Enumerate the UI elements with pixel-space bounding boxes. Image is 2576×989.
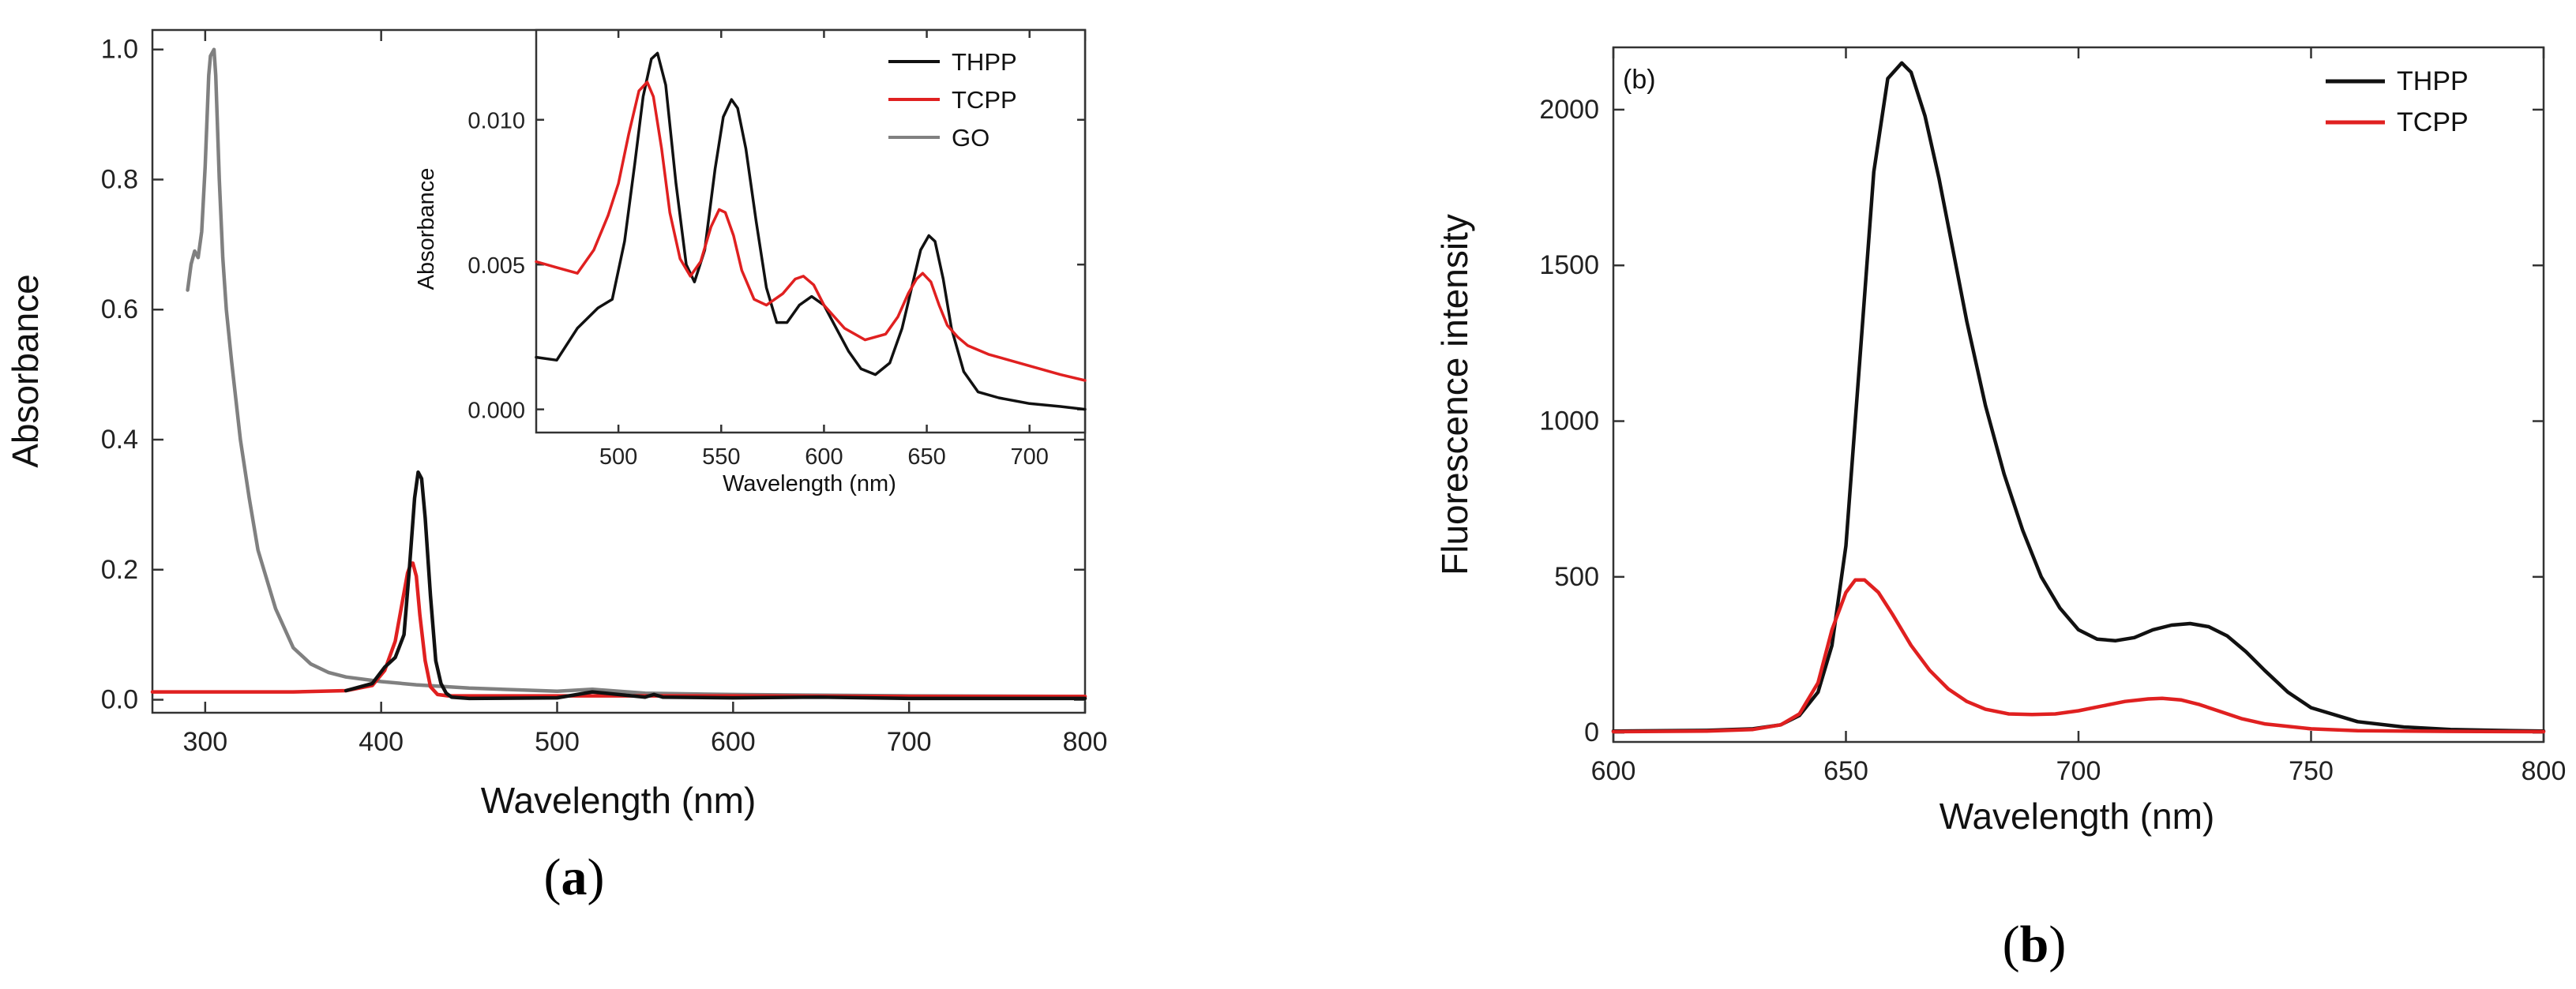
panel-b-legend: THPP TCPP [2326, 66, 2469, 137]
legend-label-go: GO [952, 124, 989, 152]
y-tick-label: 0.005 [468, 253, 525, 279]
panel-b-x-axis-title: Wavelength (nm) [1940, 796, 2215, 837]
series-line-tcpp [1611, 578, 2546, 734]
x-tick-label: 600 [711, 727, 756, 757]
x-tick-label: 650 [1823, 756, 1868, 786]
y-tick-label: 0.0 [101, 685, 138, 715]
y-tick-label: 0.6 [101, 294, 138, 324]
series-line-tcpp [150, 561, 1087, 699]
series-line-tcpp [535, 81, 1087, 382]
panel-a-inset: 500 550 600 650 700 0.000 0.005 0.010 Waveleng… [414, 28, 1087, 496]
x-tick-label: 300 [182, 727, 227, 757]
y-tick-label: 1.0 [101, 35, 138, 65]
caption-a-open: ( [544, 849, 561, 906]
caption-a-letter: a [561, 849, 588, 906]
y-tick-label: 2000 [1539, 95, 1599, 125]
legend-label-thpp: THPP [2397, 66, 2469, 96]
caption-a-close: ) [588, 849, 605, 906]
x-tick-label: 800 [1063, 727, 1108, 757]
y-tick-label: 500 [1554, 562, 1599, 592]
caption-b-letter: b [2020, 916, 2049, 973]
panel-b-y-axis-title: Fluorescence intensity [1434, 214, 1475, 575]
inset-y-axis-title: Absorbance [414, 168, 439, 290]
inset-x-axis-title: Wavelength (nm) [723, 471, 896, 496]
x-tick-label: 750 [2289, 756, 2334, 786]
x-tick-label: 700 [887, 727, 932, 757]
panel-b-y-axis: 0 500 1000 1500 2000 [1539, 95, 2544, 747]
caption-b-close: ) [2048, 916, 2066, 973]
x-tick-label: 700 [1011, 444, 1049, 470]
x-tick-label: 650 [907, 444, 945, 470]
y-tick-label: 0 [1584, 717, 1599, 747]
x-tick-label: 800 [2522, 756, 2567, 786]
inset-x-axis: 500 550 600 650 700 [599, 30, 1049, 470]
x-tick-label: 500 [535, 727, 580, 757]
x-tick-label: 600 [805, 444, 843, 470]
panel-a-y-axis: 0.0 0.2 0.4 0.6 0.8 1.0 [101, 35, 1085, 715]
caption-b-open: ( [2003, 916, 2020, 973]
x-tick-label: 550 [702, 444, 740, 470]
legend-label-thpp: THPP [952, 48, 1017, 76]
panel-b-series-group [1611, 61, 2546, 734]
legend-label-tcpp: TCPP [2397, 107, 2469, 137]
inset-legend: THPP TCPP GO [888, 48, 1017, 152]
x-tick-label: 700 [2056, 756, 2101, 786]
legend-label-tcpp: TCPP [952, 86, 1017, 114]
y-tick-label: 0.8 [101, 164, 138, 194]
inset-series-group [535, 51, 1087, 411]
y-tick-label: 1500 [1539, 250, 1599, 280]
panel-b-tag: (b) [1623, 65, 1656, 95]
inset-plot-frame [535, 28, 1087, 434]
panel-a-x-axis-title: Wavelength (nm) [481, 780, 757, 821]
panel-b-x-axis: 600 650 700 750 800 [1591, 47, 2567, 786]
panel-a-y-axis-title: Absorbance [5, 274, 46, 468]
y-tick-label: 0.010 [468, 109, 525, 134]
panel-a: 300 400 500 600 700 800 0.0 0.2 0.4 0.6 0.8 1.0 Wa… [5, 28, 1108, 821]
panel-a-series-group [150, 47, 1087, 701]
y-tick-label: 0.000 [468, 399, 525, 424]
panel-b: 600 650 700 750 800 0 500 1000 1500 2000 Wavelen… [1434, 46, 2567, 837]
inset-y-axis: 0.000 0.005 0.010 [468, 109, 1085, 424]
y-tick-label: 0.2 [101, 555, 138, 585]
panel-b-plot-frame [1612, 46, 2545, 744]
series-line-go [186, 47, 1087, 699]
x-tick-label: 400 [359, 727, 404, 757]
series-line-thpp [1611, 61, 2546, 733]
x-tick-label: 500 [599, 444, 637, 470]
inset-background [536, 30, 1085, 433]
series-line-thpp [344, 470, 1087, 701]
panel-b-caption: (b) [2003, 916, 2067, 973]
x-tick-label: 600 [1591, 756, 1636, 786]
y-tick-label: 1000 [1539, 406, 1599, 436]
y-tick-label: 0.4 [101, 425, 138, 455]
panel-a-caption: (a) [544, 849, 605, 906]
